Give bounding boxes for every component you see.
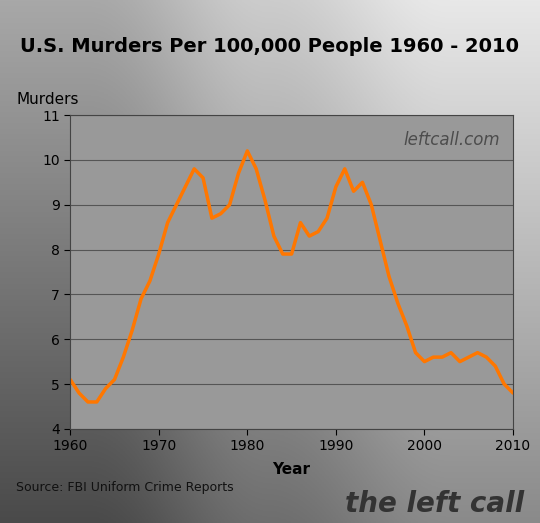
Text: the left call: the left call <box>345 490 524 518</box>
Text: Murders: Murders <box>16 92 79 107</box>
Text: leftcall.com: leftcall.com <box>403 131 500 149</box>
Text: Source: FBI Uniform Crime Reports: Source: FBI Uniform Crime Reports <box>16 481 234 494</box>
Text: U.S. Murders Per 100,000 People 1960 - 2010: U.S. Murders Per 100,000 People 1960 - 2… <box>21 37 519 55</box>
X-axis label: Year: Year <box>273 462 310 476</box>
